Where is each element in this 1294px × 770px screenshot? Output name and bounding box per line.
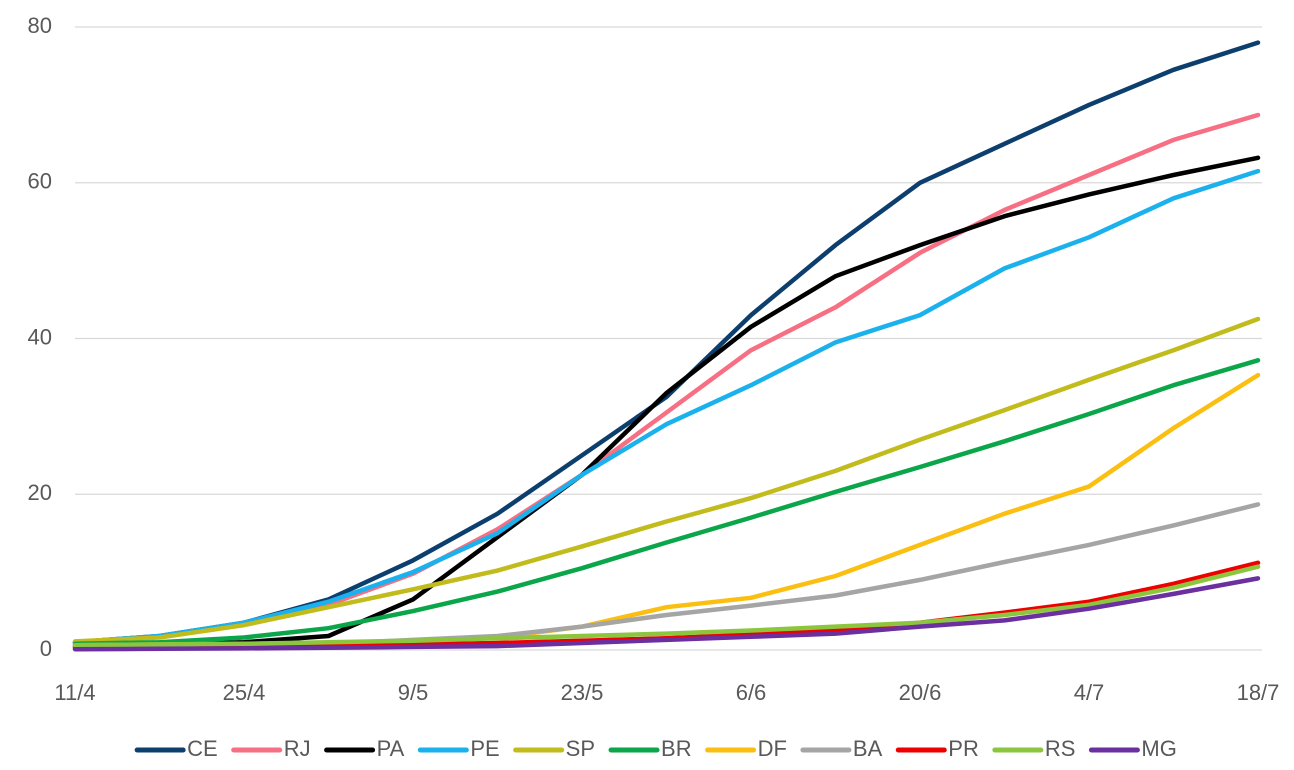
series-line [72,112,1261,645]
x-tick-label: 20/6 [899,680,942,705]
legend-label: BA [853,736,883,761]
legend-label: PE [470,736,499,761]
series-line [72,316,1261,644]
series-line [72,40,1261,645]
series-line [72,358,1261,647]
legend-label: BR [661,736,692,761]
legend: CE RJ PA PE SP BR DF BA PR RS MG [134,736,1177,761]
legend-label: CE [187,736,218,761]
x-tick-label: 4/7 [1074,680,1105,705]
x-tick-label: 6/6 [736,680,767,705]
x-tick-label: 18/7 [1237,680,1280,705]
series-line [72,576,1261,652]
x-tick-label: 25/4 [223,680,266,705]
legend-label: SP [566,736,595,761]
legend-label: PR [948,736,979,761]
legend-label: DF [758,736,787,761]
series-line [72,502,1261,650]
y-tick-label: 20 [28,480,52,505]
legend-label: PA [377,736,405,761]
y-tick-label: 80 [28,13,52,38]
x-tick-label: 11/4 [54,680,95,705]
series-line [72,155,1261,649]
series-line [72,168,1261,645]
x-tick-label: 9/5 [398,680,429,705]
legend-label: MG [1141,736,1176,761]
legend-label: RS [1045,736,1076,761]
y-tick-label: 60 [28,169,52,194]
y-tick-label: 40 [28,324,52,349]
legend-label: RJ [284,736,311,761]
x-tick-label: 23/5 [561,680,604,705]
series-line [72,564,1261,648]
y-tick-label: 0 [40,636,52,661]
